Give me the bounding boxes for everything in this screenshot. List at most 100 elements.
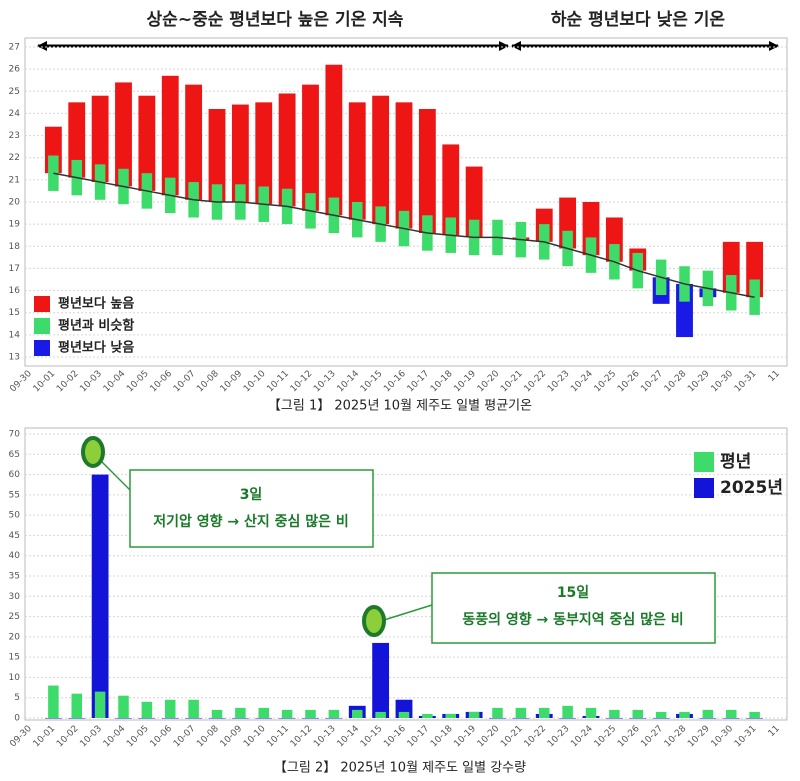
bar bbox=[468, 711, 480, 718]
x-tick-label: 10-09 bbox=[219, 369, 245, 395]
bar bbox=[94, 691, 106, 718]
bar bbox=[305, 709, 316, 718]
bar bbox=[91, 474, 109, 718]
y-tick-label: 0 bbox=[14, 714, 20, 724]
x-tick-label: 10-10 bbox=[242, 369, 268, 395]
bar bbox=[538, 707, 550, 718]
bar bbox=[702, 709, 714, 718]
x-tick-label: 09-30 bbox=[8, 369, 34, 395]
bar bbox=[302, 718, 319, 719]
annotation: 상순~중순 평년보다 높은 기온 지속 bbox=[147, 10, 404, 30]
x-tick-label: 10-01 bbox=[32, 724, 58, 750]
x-tick-label: 10-16 bbox=[382, 369, 408, 395]
y-tick-label: 50 bbox=[9, 511, 21, 521]
bar bbox=[489, 718, 506, 719]
y-tick-label: 24 bbox=[9, 109, 21, 119]
bar bbox=[208, 718, 226, 719]
legend-swatch bbox=[694, 478, 714, 498]
bar bbox=[71, 693, 83, 718]
legend-swatch bbox=[34, 296, 50, 312]
bar bbox=[562, 705, 573, 718]
bar bbox=[632, 709, 644, 718]
bar bbox=[515, 707, 527, 718]
y-tick-label: 21 bbox=[9, 175, 20, 185]
y-tick-label: 45 bbox=[9, 531, 20, 541]
legend-label: 평년과 비슷함 bbox=[58, 318, 134, 334]
y-tick-label: 22 bbox=[9, 153, 20, 163]
x-tick-label: 10-02 bbox=[55, 724, 81, 750]
x-tick-label: 10-22 bbox=[523, 724, 549, 750]
y-tick-label: 30 bbox=[9, 592, 21, 602]
bar bbox=[115, 718, 132, 719]
legend-label: 평년보다 높음 bbox=[58, 296, 134, 312]
x-tick-label: 10-30 bbox=[710, 369, 736, 395]
bar bbox=[372, 95, 390, 225]
bar bbox=[68, 718, 86, 719]
x-tick-label: 10-16 bbox=[382, 724, 408, 750]
bar bbox=[141, 701, 153, 718]
x-tick-label: 10-07 bbox=[172, 724, 198, 750]
callout-box bbox=[129, 469, 374, 548]
bar bbox=[512, 718, 530, 719]
y-tick-label: 27 bbox=[9, 43, 20, 53]
bar bbox=[281, 709, 293, 718]
x-tick-label: 10-28 bbox=[663, 369, 689, 395]
bar bbox=[375, 711, 386, 718]
y-tick-label: 25 bbox=[9, 87, 20, 97]
x-tick-label: 10-31 bbox=[733, 724, 759, 750]
x-tick-label: 10-05 bbox=[125, 724, 151, 750]
x-tick-label: 10-07 bbox=[172, 369, 198, 395]
y-tick-label: 23 bbox=[9, 131, 20, 141]
x-tick-label: 10-11 bbox=[265, 369, 291, 395]
y-tick-label: 10 bbox=[9, 673, 21, 683]
x-tick-label: 10-13 bbox=[312, 369, 338, 395]
callout-marker bbox=[81, 436, 105, 468]
y-tick-label: 13 bbox=[9, 353, 20, 363]
x-tick-label: 10-26 bbox=[616, 369, 642, 395]
bar bbox=[258, 707, 270, 718]
plot-frame bbox=[24, 427, 788, 721]
legend-label: 2025년 bbox=[720, 478, 783, 498]
bar bbox=[115, 82, 132, 187]
x-tick-label: 10-06 bbox=[149, 724, 175, 750]
y-tick-label: 5 bbox=[14, 693, 20, 703]
bar bbox=[161, 718, 179, 719]
x-tick-label: 10-23 bbox=[546, 369, 572, 395]
y-tick-label: 19 bbox=[9, 220, 21, 230]
bar bbox=[138, 718, 156, 719]
bar bbox=[629, 718, 647, 719]
y-tick-label: 70 bbox=[9, 430, 21, 440]
y-tick-label: 17 bbox=[9, 264, 20, 274]
legend-swatch bbox=[694, 452, 714, 472]
bar bbox=[231, 104, 249, 202]
x-tick-label: 10-27 bbox=[639, 369, 665, 395]
x-tick-label: 10-27 bbox=[639, 724, 665, 750]
x-tick-label: 10-21 bbox=[499, 724, 525, 750]
bar bbox=[255, 718, 273, 719]
x-tick-label: 10-17 bbox=[406, 369, 432, 395]
bar bbox=[208, 109, 226, 202]
x-tick-label: 10-05 bbox=[125, 369, 151, 395]
y-tick-label: 15 bbox=[9, 308, 20, 318]
bar bbox=[746, 718, 764, 719]
y-tick-label: 60 bbox=[9, 470, 21, 480]
callout-pointer bbox=[383, 604, 433, 621]
bar bbox=[725, 709, 737, 718]
x-tick-label: 11 bbox=[767, 369, 782, 384]
x-tick-label: 10-14 bbox=[336, 724, 362, 750]
bar bbox=[398, 711, 410, 718]
x-tick-label: 10-13 bbox=[312, 724, 338, 750]
x-tick-label: 10-29 bbox=[686, 369, 712, 395]
callout-box bbox=[431, 572, 716, 644]
bar bbox=[559, 718, 577, 719]
x-tick-label: 10-24 bbox=[569, 724, 595, 750]
x-tick-label: 10-29 bbox=[686, 724, 712, 750]
x-tick-label: 10-08 bbox=[195, 369, 221, 395]
bar bbox=[235, 707, 246, 718]
caption: 【그림 1】 2025년 10월 제주도 일별 평균기온 bbox=[268, 399, 532, 414]
x-tick-label: 10-11 bbox=[265, 724, 291, 750]
x-tick-label: 10-09 bbox=[219, 724, 245, 750]
y-tick-label: 25 bbox=[9, 612, 20, 622]
bar bbox=[231, 718, 249, 719]
